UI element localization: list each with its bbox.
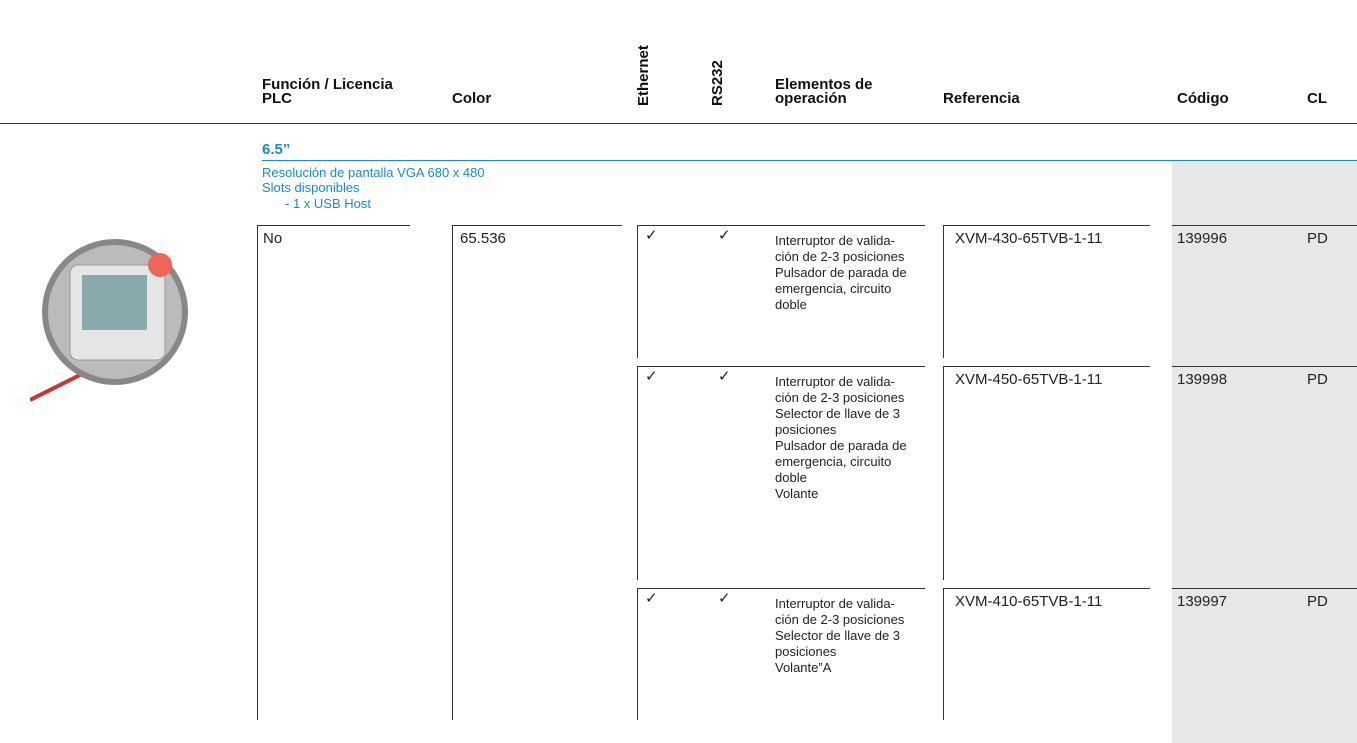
rule [943,225,944,358]
col-header: Elementos de operación [775,76,873,107]
element-line: Pulsador de parada de [775,438,907,453]
element-line: Interruptor de valida- [775,233,895,248]
rule [1172,225,1357,226]
section-rule [262,160,1357,161]
element-line: Volante”A [775,660,832,675]
element-line: doble [775,297,807,312]
col-header: Ethernet [635,45,652,106]
col-header: Función / Licencia PLC [262,76,393,107]
rule [943,366,944,580]
check: ✓ [718,368,731,385]
rule [637,366,925,367]
rule [943,366,1150,367]
rule [637,225,638,358]
element-line: ción de 2-3 posiciones [775,612,905,627]
element-line: ción de 2-3 posiciones [775,390,905,405]
rule [257,225,258,720]
rule [452,225,453,720]
element-line: posiciones [775,422,837,437]
cl: PD [1307,230,1328,247]
check: ✓ [645,227,658,244]
reference: XVM-430-65TVB-1-11 [955,230,1103,247]
rule [452,225,622,226]
reference: XVM-450-65TVB-1-11 [955,371,1103,388]
rule [1172,366,1357,367]
col-header: Color [452,90,492,107]
col-header: CL [1307,90,1327,107]
element-line: Selector de llave de 3 [775,628,901,643]
reference: XVM-410-65TVB-1-11 [955,593,1103,610]
section-title: 6.5” [262,141,291,158]
description: - 1 x USB Host [285,196,371,211]
element-line: emergencia, circuito [775,281,892,296]
rule [1172,588,1357,589]
cl: PD [1307,593,1328,610]
code: 139996 [1177,230,1228,247]
cl: PD [1307,371,1328,388]
rule [637,366,638,580]
check: ✓ [645,590,658,607]
rule [943,588,944,720]
element-line: ción de 2-3 posiciones [775,249,905,264]
element-line: Volante [775,486,819,501]
product-image [30,239,188,402]
description: Resolución de pantalla VGA 680 x 480 [262,165,485,180]
header-rule [0,123,1357,124]
element-line: Interruptor de valida- [775,596,895,611]
rule [943,588,1150,589]
col-header: Código [1177,90,1229,107]
check: ✓ [718,590,731,607]
plc-cell: No [263,230,283,247]
rule [943,225,1150,226]
rule [257,225,410,226]
code: 139997 [1177,593,1228,610]
rule [637,588,925,589]
check: ✓ [645,368,658,385]
element-line: emergencia, circuito [775,454,892,469]
element-line: doble [775,470,807,485]
element-line: posiciones [775,644,837,659]
check: ✓ [718,227,731,244]
description: Slots disponibles [262,180,360,195]
element-line: Pulsador de parada de [775,265,907,280]
color-cell: 65.536 [460,230,506,247]
code: 139998 [1177,371,1228,388]
col-header: Referencia [943,90,1020,107]
col-header: RS232 [709,60,726,106]
element-line: Interruptor de valida- [775,374,895,389]
element-line: Selector de llave de 3 [775,406,901,421]
rule [637,588,638,720]
highlight-column [1172,160,1357,743]
rule [637,225,925,226]
